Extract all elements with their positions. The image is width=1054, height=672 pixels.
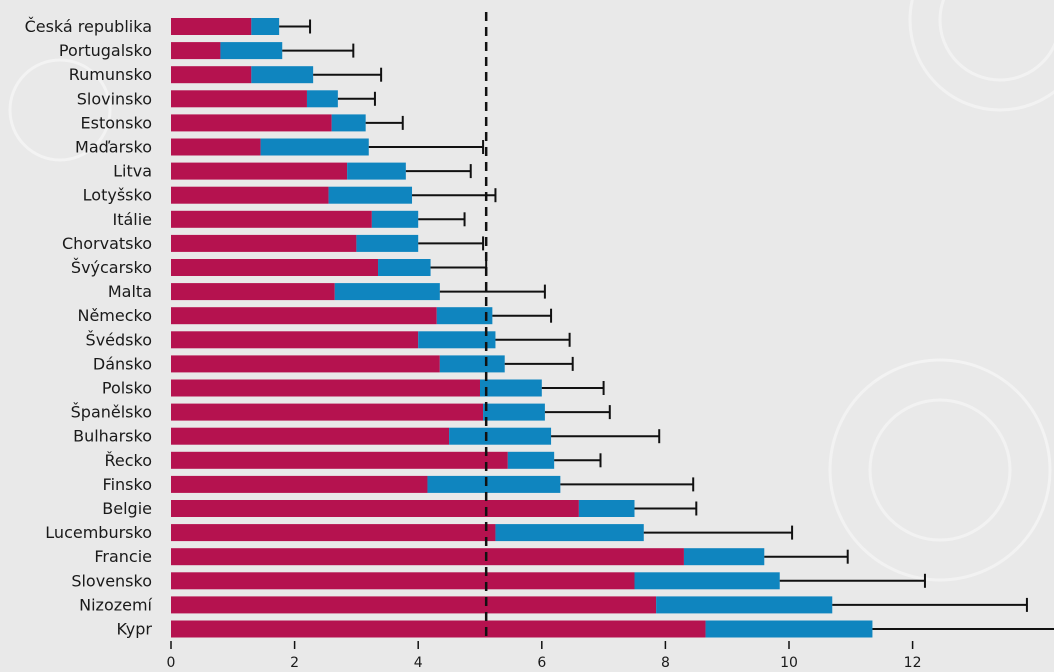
bar-segment-2 xyxy=(371,210,419,228)
bar-segment-2 xyxy=(449,427,552,445)
bar-segment-2 xyxy=(251,18,280,35)
bar-segment-1 xyxy=(171,307,437,325)
bar-segment-2 xyxy=(260,138,369,156)
bar-segment-1 xyxy=(171,234,357,252)
x-axis: 0 2 4 6 8 10 12 xyxy=(167,641,922,671)
bar-segment-1 xyxy=(171,259,379,276)
category-label: Lotyšsko xyxy=(83,186,152,205)
category-label: Chorvatsko xyxy=(62,234,152,253)
bar-segment-2 xyxy=(656,596,833,614)
category-label: Polsko xyxy=(102,379,152,398)
bar-segment-2 xyxy=(378,259,431,276)
category-label: Belgie xyxy=(102,499,152,518)
category-label: Maďarsko xyxy=(75,138,152,157)
category-label: Portugalsko xyxy=(59,41,152,60)
bar-segment-1 xyxy=(171,524,496,542)
category-label: Řecko xyxy=(104,451,152,470)
bar-segment-1 xyxy=(171,331,419,349)
bar-segment-2 xyxy=(705,620,873,638)
bar-segment-2 xyxy=(439,355,505,373)
bar-segment-1 xyxy=(171,500,579,517)
category-label: Švédsko xyxy=(86,330,152,349)
bar-segment-2 xyxy=(251,66,314,84)
bar-segment-2 xyxy=(220,42,283,60)
bar-segment-1 xyxy=(171,355,440,373)
bar-segment-1 xyxy=(171,572,635,590)
category-label: Malta xyxy=(108,282,152,301)
bar-segment-2 xyxy=(507,451,555,469)
category-label: Dánsko xyxy=(93,354,152,373)
category-label: Estonsko xyxy=(81,113,152,132)
bar-segment-1 xyxy=(171,475,428,493)
bar-segment-2 xyxy=(483,403,545,421)
category-label: Česká republika xyxy=(25,17,152,36)
bar-segment-1 xyxy=(171,283,335,301)
category-label: Německo xyxy=(77,306,152,325)
bar-segment-1 xyxy=(171,42,221,60)
category-label: Itálie xyxy=(112,210,152,229)
category-label: Španělsko xyxy=(71,403,152,422)
x-tick-label: 4 xyxy=(414,655,423,671)
bar-segment-2 xyxy=(495,524,644,542)
bar-segment-1 xyxy=(171,66,252,84)
category-label: Lucembursko xyxy=(45,523,152,542)
category-label: Francie xyxy=(94,547,152,566)
bar-segment-1 xyxy=(171,18,252,35)
category-label: Rumunsko xyxy=(69,65,152,84)
bar-segment-2 xyxy=(427,475,561,493)
bar-segment-2 xyxy=(331,114,366,132)
category-labels: Česká republika Portugalsko Rumunsko Slovin… xyxy=(25,17,153,639)
category-label: Litva xyxy=(113,162,152,181)
bar-segment-2 xyxy=(634,572,780,590)
category-label: Bulharsko xyxy=(73,427,152,446)
bar-segment-2 xyxy=(306,90,338,108)
bar-segment-1 xyxy=(171,596,657,614)
bar-segment-1 xyxy=(171,403,484,421)
bar-segment-2 xyxy=(347,162,406,180)
bar-segment-1 xyxy=(171,186,329,204)
category-label: Kypr xyxy=(116,620,152,639)
bar-segment-2 xyxy=(578,500,635,517)
bar-segment-2 xyxy=(334,283,440,301)
bar-segment-2 xyxy=(480,379,542,397)
bar-segment-1 xyxy=(171,90,307,108)
bar-segment-1 xyxy=(171,210,372,228)
x-tick-label: 6 xyxy=(537,655,546,671)
bar-segment-2 xyxy=(356,234,419,252)
bar-segment-1 xyxy=(171,548,684,566)
bar-segment-1 xyxy=(171,379,480,397)
bar-segment-2 xyxy=(328,186,413,204)
bar-segment-1 xyxy=(171,138,261,156)
x-tick-label: 10 xyxy=(780,655,798,671)
x-tick-label: 2 xyxy=(290,655,299,671)
category-label: Slovensko xyxy=(71,571,152,590)
bars-layer xyxy=(171,18,873,638)
bar-segment-1 xyxy=(171,162,348,180)
category-label: Slovinsko xyxy=(77,89,152,108)
category-label: Nizozemí xyxy=(79,595,152,614)
x-tick-label: 12 xyxy=(904,655,922,671)
bar-segment-1 xyxy=(171,451,508,469)
x-tick-label: 0 xyxy=(167,655,176,671)
bar-segment-1 xyxy=(171,114,332,132)
category-label: Finsko xyxy=(103,475,152,494)
x-tick-label: 8 xyxy=(661,655,670,671)
bar-segment-2 xyxy=(418,331,496,349)
error-bars-layer xyxy=(279,19,1054,630)
category-label: Švýcarsko xyxy=(71,258,152,277)
bar-segment-1 xyxy=(171,427,450,445)
bar-segment-1 xyxy=(171,620,706,638)
bar-segment-2 xyxy=(436,307,493,325)
bar-segment-2 xyxy=(683,548,765,566)
